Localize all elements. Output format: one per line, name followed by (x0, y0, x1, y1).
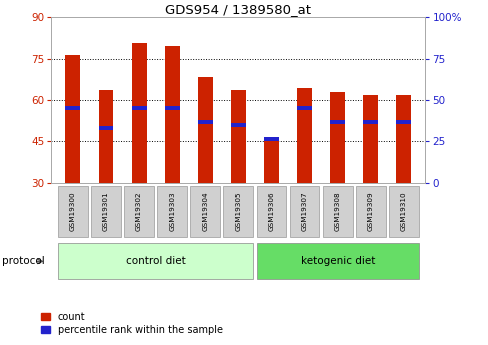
Bar (198, 120, 212, 124)
Bar (264, 137, 278, 141)
FancyBboxPatch shape (157, 186, 187, 237)
Bar (396, 95, 410, 183)
Text: protocol: protocol (2, 256, 45, 266)
FancyBboxPatch shape (289, 186, 319, 237)
Bar (230, 90, 245, 183)
Bar (131, 106, 146, 110)
Text: GSM19305: GSM19305 (235, 191, 241, 231)
Bar (363, 120, 378, 124)
Bar (230, 123, 245, 127)
FancyBboxPatch shape (124, 186, 154, 237)
Text: GSM19302: GSM19302 (136, 191, 142, 231)
Text: GSM19304: GSM19304 (202, 191, 208, 231)
FancyBboxPatch shape (223, 186, 253, 237)
Bar (396, 120, 410, 124)
Bar (164, 46, 179, 183)
FancyBboxPatch shape (256, 186, 286, 237)
Bar (65, 55, 80, 183)
Text: GSM19307: GSM19307 (301, 191, 307, 231)
FancyBboxPatch shape (355, 186, 385, 237)
Bar (131, 43, 146, 183)
Legend: count, percentile rank within the sample: count, percentile rank within the sample (39, 310, 224, 337)
FancyBboxPatch shape (58, 186, 87, 237)
Bar (264, 137, 278, 183)
Text: GSM19306: GSM19306 (268, 191, 274, 231)
Bar (297, 106, 311, 110)
Bar (363, 95, 378, 183)
Text: GSM19310: GSM19310 (400, 191, 406, 231)
Text: GSM19300: GSM19300 (70, 191, 76, 231)
Text: GSM19301: GSM19301 (103, 191, 109, 231)
Text: GSM19303: GSM19303 (169, 191, 175, 231)
Bar (329, 92, 345, 183)
FancyBboxPatch shape (322, 186, 352, 237)
Bar (98, 126, 113, 130)
Bar (329, 120, 345, 124)
FancyBboxPatch shape (190, 186, 220, 237)
FancyBboxPatch shape (58, 244, 253, 279)
Text: GSM19308: GSM19308 (334, 191, 340, 231)
Bar (65, 106, 80, 110)
Title: GDS954 / 1389580_at: GDS954 / 1389580_at (165, 3, 311, 16)
FancyBboxPatch shape (91, 186, 121, 237)
Bar (98, 90, 113, 183)
Text: control diet: control diet (125, 256, 185, 266)
FancyBboxPatch shape (256, 244, 418, 279)
Bar (164, 106, 179, 110)
Text: ketogenic diet: ketogenic diet (300, 256, 374, 266)
FancyBboxPatch shape (388, 186, 418, 237)
Bar (198, 77, 212, 183)
Text: GSM19309: GSM19309 (367, 191, 373, 231)
Bar (297, 88, 311, 183)
